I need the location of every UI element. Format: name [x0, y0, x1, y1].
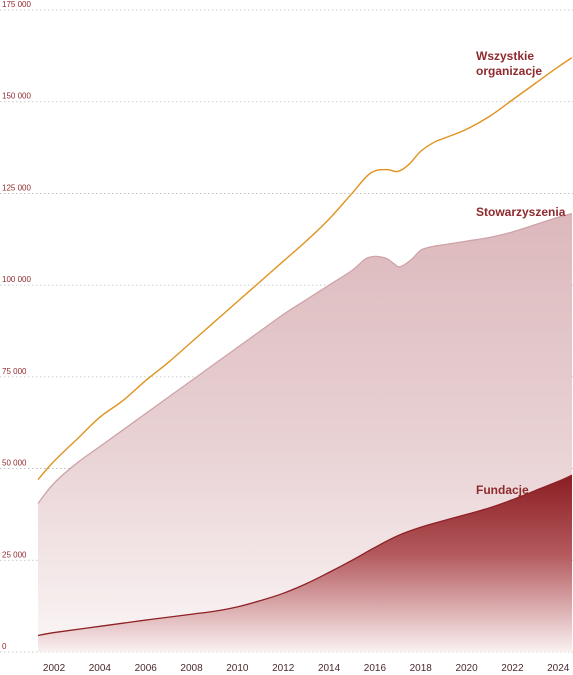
x-tick-label: 2004	[89, 663, 112, 674]
y-tick-label: 175 000	[2, 0, 31, 9]
line-wszystkie-organizacje	[37, 57, 573, 481]
series-label-fundacje: Fundacje	[476, 483, 529, 497]
y-tick-label: 25 000	[2, 550, 27, 559]
x-tick-label: 2002	[43, 663, 66, 674]
x-tick-label: 2014	[318, 663, 341, 674]
series-label-wszystkie-organizacje: Wszystkie organizacje	[476, 49, 542, 78]
x-tick-label: 2012	[272, 663, 295, 674]
y-tick-label: 75 000	[2, 367, 27, 376]
x-tick-label: 2020	[455, 663, 478, 674]
area-fundacje	[38, 475, 572, 652]
line-stowarzyszenia	[37, 212, 573, 504]
x-axis-ticks: 2002 2004 2006 2008 2010 2012 2014 2016 2018 2020…	[43, 663, 570, 674]
x-tick-label: 2010	[226, 663, 249, 674]
x-tick-label: 2008	[180, 663, 203, 674]
series-areas	[37, 57, 573, 653]
y-tick-label: 0	[2, 642, 7, 651]
y-axis-ticks: 0 25 000 50 000 75 000 100 000 125 000 150 000…	[2, 0, 31, 651]
y-tick-label: 50 000	[2, 459, 27, 468]
series-label-stowarzyszenia: Stowarzyszenia	[476, 205, 566, 219]
y-tick-label: 125 000	[2, 183, 31, 192]
x-tick-label: 2022	[501, 663, 524, 674]
x-tick-label: 2024	[547, 663, 570, 674]
y-tick-label: 150 000	[2, 92, 31, 101]
y-tick-label: 100 000	[2, 275, 31, 284]
x-tick-label: 2016	[364, 663, 387, 674]
x-tick-label: 2006	[135, 663, 158, 674]
series-labels: Wszystkie organizacje Stowarzyszenia Fundac…	[476, 49, 566, 497]
line-fundacje	[37, 474, 573, 637]
x-tick-label: 2018	[410, 663, 433, 674]
